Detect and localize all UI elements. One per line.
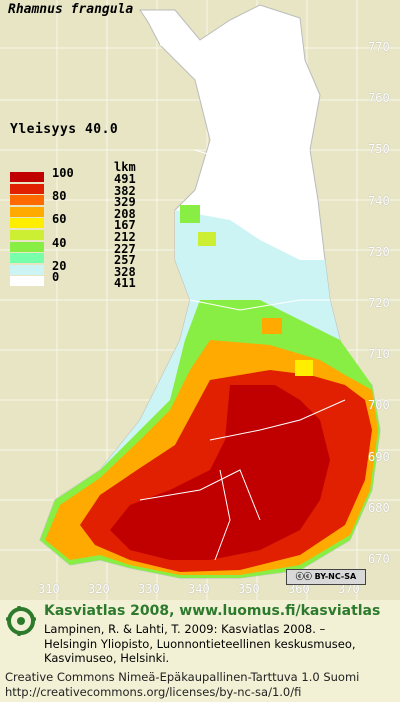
legend-count: 227 (114, 241, 136, 256)
y-tick-label: 740 (368, 193, 390, 208)
legend-swatch (10, 230, 44, 240)
legend-swatch (10, 264, 44, 275)
cc-license-badge[interactable]: ⓒⓒ BY-NC-SA (286, 569, 366, 585)
x-tick-label: 330 (138, 582, 160, 596)
legend-count: 491 (114, 172, 136, 186)
legend-count: 212 (114, 230, 136, 244)
legend-swatch (10, 253, 44, 264)
y-tick-label: 720 (368, 296, 390, 310)
license-text: Creative Commons Nimeä-Epäkaupallinen-Ta… (5, 670, 360, 699)
province-borders (139, 44, 346, 561)
y-tick-label: 690 (368, 449, 390, 464)
finland-distribution-map (0, 0, 400, 600)
y-tick-label: 700 (368, 398, 390, 413)
y-tick-label: 750 (368, 142, 390, 157)
frequency-label: Yleisyys 40.0 (10, 122, 119, 137)
legend-swatch (10, 276, 44, 287)
y-tick-label: 770 (368, 40, 390, 54)
x-tick-label: 340 (188, 582, 210, 596)
legend-value: 20 (52, 258, 67, 273)
x-tick-label: 350 (238, 582, 260, 596)
legend-count: 257 (114, 253, 136, 268)
x-tick-label: 370 (338, 582, 360, 596)
legend-count: 328 (114, 264, 136, 279)
cc-icon: ⓒⓒ (295, 572, 315, 581)
y-tick-label: 730 (368, 244, 390, 259)
y-tick-label: 710 (368, 347, 390, 362)
legend-swatch (10, 183, 44, 194)
legend-value: 60 (52, 212, 67, 227)
kasviatlas-logo-icon (6, 606, 36, 636)
legend-swatch (10, 241, 44, 252)
map-frame: Rhamnus frangula Yleisyys 40.0 lkm 100 49… (0, 0, 400, 600)
legend-count: 329 (114, 195, 136, 210)
legend-count: 382 (114, 183, 136, 198)
citation-text: Lampinen, R. & Lahti, T. 2009: Kasviatla… (44, 622, 356, 665)
legend-swatch (10, 195, 44, 206)
x-tick-label: 360 (288, 582, 310, 596)
legend-swatch (10, 206, 44, 217)
legend-value: 0 (52, 270, 60, 285)
legend-count: 208 (114, 206, 136, 221)
legend-count: 167 (114, 218, 136, 233)
y-tick-label: 760 (368, 91, 390, 106)
legend-value: 40 (52, 235, 67, 250)
legend-count-header: lkm (114, 160, 136, 174)
legend-value: 80 (52, 189, 67, 204)
legend-swatch (10, 218, 44, 229)
x-tick-label: 310 (38, 582, 60, 596)
site-title-link[interactable]: Kasviatlas 2008, www.luomus.fi/kasviatla… (44, 603, 381, 619)
legend-count: 411 (114, 276, 136, 291)
legend-swatch (10, 172, 44, 182)
y-tick-label: 670 (368, 552, 390, 566)
y-tick-label: 680 (368, 500, 390, 515)
species-name: Rhamnus frangula (8, 2, 134, 17)
legend-value: 100 (52, 166, 74, 180)
x-tick-label: 320 (88, 582, 110, 596)
footer: Kasviatlas 2008, www.luomus.fi/kasviatla… (0, 600, 400, 702)
